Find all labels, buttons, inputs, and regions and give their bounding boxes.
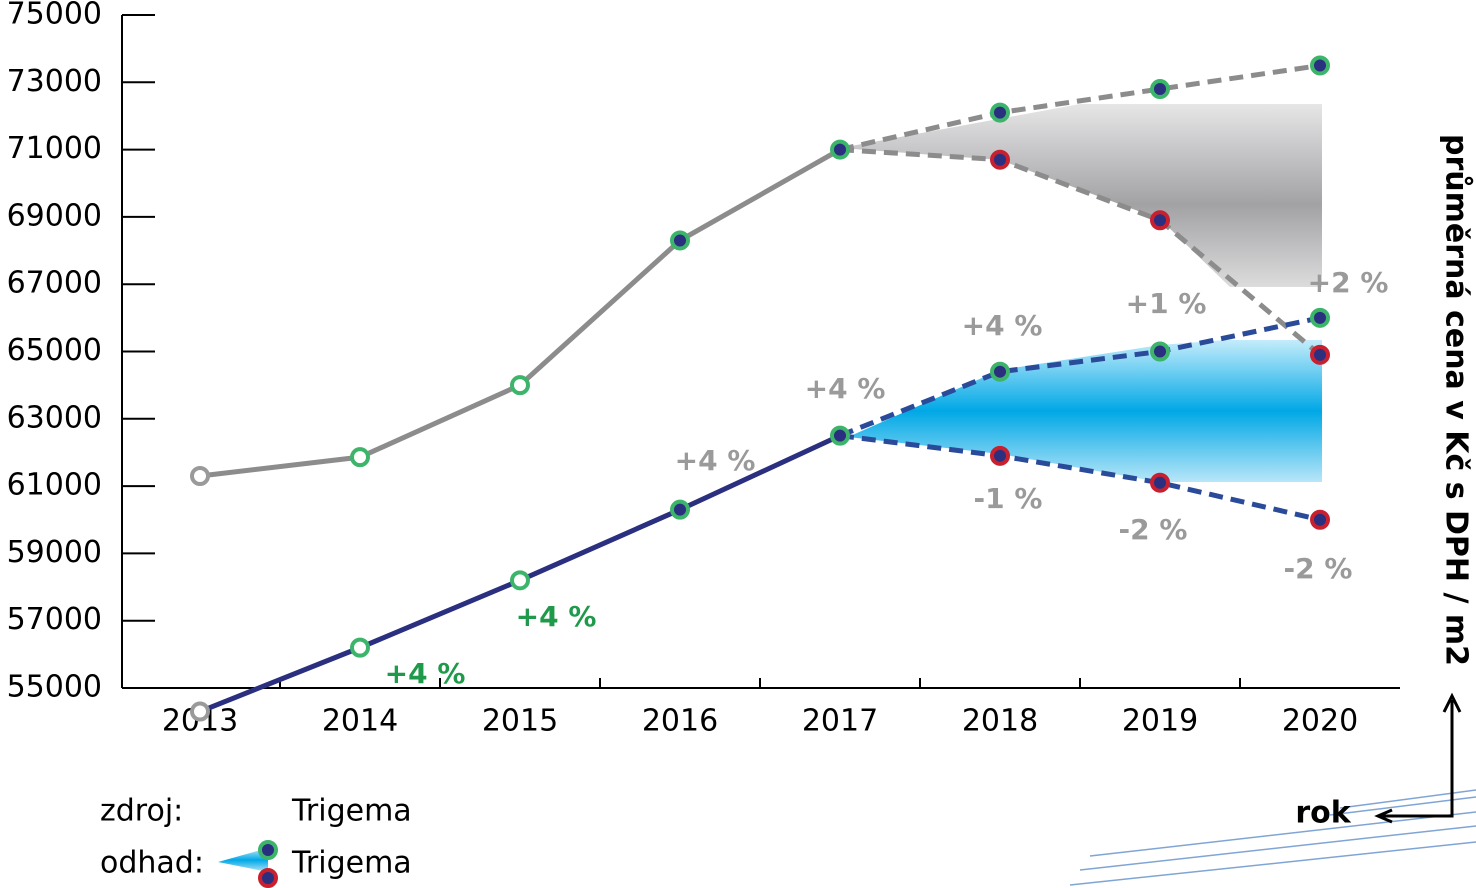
line [199, 147, 842, 479]
point [1310, 55, 1330, 76]
y-tick-label: 57000 [7, 602, 102, 637]
annotation: +2 % [1308, 266, 1389, 299]
annotation: +1 % [1126, 287, 1207, 320]
y-tick-label: 69000 [7, 198, 102, 233]
point [190, 701, 210, 722]
x-axis-label: rok [1295, 796, 1351, 831]
y-tick-label: 61000 [7, 468, 102, 503]
point [670, 499, 690, 520]
point [1150, 472, 1170, 493]
annotation: +4 % [516, 600, 597, 633]
legend-marker [258, 840, 278, 860]
y-tick-label: 67000 [7, 266, 102, 301]
y-tick-label: 63000 [7, 400, 102, 435]
forecast-line [839, 315, 1321, 438]
forecast-line [839, 433, 1321, 523]
annotation: -2 % [1119, 513, 1188, 546]
forecast-line [839, 147, 1322, 357]
point [350, 637, 370, 658]
x-tick-label: 2014 [322, 704, 398, 739]
point [670, 230, 690, 251]
legend-estimate-label: odhad: [100, 846, 204, 881]
point [510, 375, 530, 396]
legend-marker [258, 868, 278, 888]
x-tick-label: 2018 [962, 704, 1038, 739]
y-tick-label: 73000 [7, 64, 102, 99]
point [510, 570, 530, 591]
point [990, 361, 1010, 382]
y-tick-label: 55000 [7, 670, 102, 705]
point [1150, 210, 1170, 231]
blue-range-band [848, 340, 1322, 482]
annotation: +4 % [385, 657, 466, 690]
x-tick-label: 2019 [1122, 704, 1198, 739]
annotation: +4 % [675, 444, 756, 477]
x-tick-label: 2020 [1282, 704, 1358, 739]
legend-source-label: zdroj: [100, 794, 183, 829]
point [830, 139, 850, 160]
y-tick-label: 65000 [7, 333, 102, 368]
point [830, 425, 850, 446]
point [190, 466, 210, 487]
y-tick-label: 71000 [7, 131, 102, 166]
gray-range-band [840, 104, 1322, 287]
annotation: +4 % [962, 309, 1043, 342]
point [990, 102, 1010, 123]
decoration [1069, 789, 1476, 886]
legend-source: Trigema [291, 794, 412, 829]
point [1310, 509, 1330, 530]
legend-estimate: Trigema [291, 846, 412, 881]
annotation: -1 % [974, 482, 1043, 515]
point [990, 149, 1010, 170]
annotation: +4 % [805, 372, 886, 405]
forecast-line [839, 63, 1321, 153]
y-tick-label: 75000 [7, 0, 102, 32]
annotation: -2 % [1284, 552, 1353, 585]
y-tick-label: 59000 [7, 535, 102, 570]
point [1150, 341, 1170, 362]
x-tick-label: 2017 [802, 704, 878, 739]
point [1150, 79, 1170, 100]
point [1310, 344, 1330, 365]
x-tick-label: 2016 [642, 704, 718, 739]
point [990, 445, 1010, 466]
x-tick-label: 2015 [482, 704, 558, 739]
y-axis-label: průměrná cena v Kč s DPH / m2 [1439, 134, 1475, 666]
legend-swatch [218, 848, 268, 872]
axis-arrows [1374, 692, 1462, 824]
point [350, 447, 370, 468]
point [1310, 307, 1330, 328]
